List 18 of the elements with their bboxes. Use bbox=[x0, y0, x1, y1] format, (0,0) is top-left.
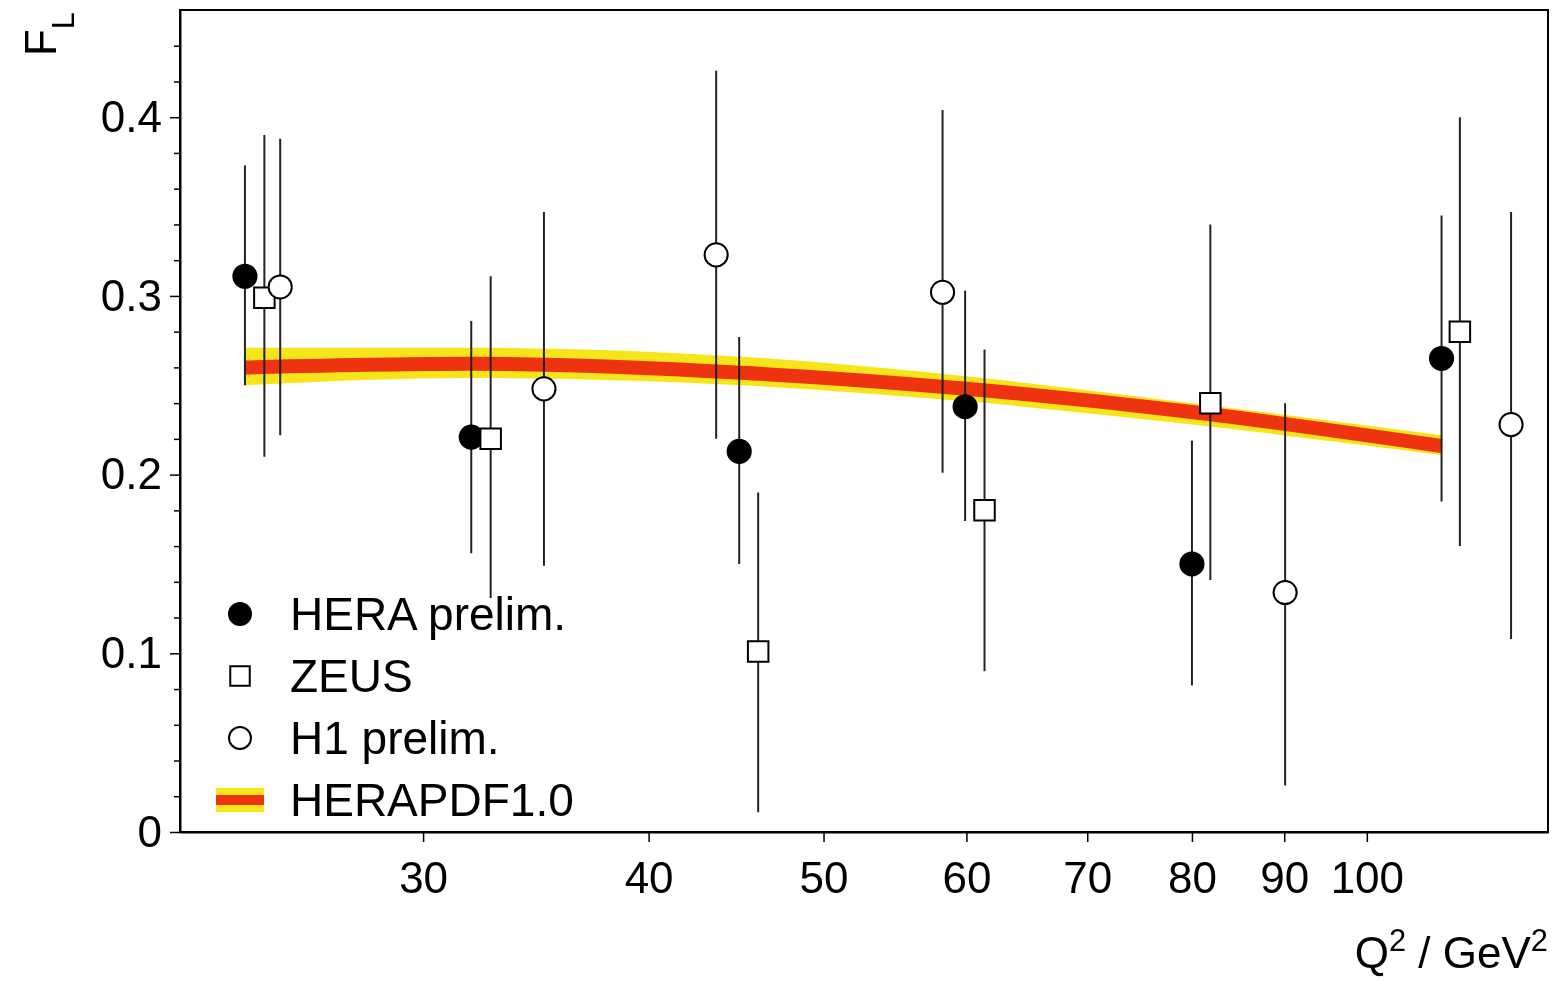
x-tick-label: 40 bbox=[624, 853, 674, 903]
x-tick-label: 50 bbox=[799, 853, 849, 903]
y-tick-label: 0.3 bbox=[100, 270, 162, 320]
x-tick-label: 30 bbox=[399, 853, 449, 903]
y-tick-label: 0.4 bbox=[100, 91, 162, 141]
x-tick-label: 70 bbox=[1063, 853, 1113, 903]
x-tick-label: 90 bbox=[1260, 853, 1310, 903]
x-axis-title: Q$^{2}$ / GeV$^{2}$ bbox=[1354, 922, 1548, 977]
legend-label: HERAPDF1.0 bbox=[290, 774, 574, 826]
legend-label: ZEUS bbox=[290, 650, 413, 702]
x-tick-label: 60 bbox=[942, 853, 992, 903]
x-tick-label: 100 bbox=[1330, 853, 1405, 903]
legend-label: HERA prelim. bbox=[290, 588, 567, 640]
y-tick-label: 0 bbox=[137, 806, 162, 856]
y-tick-label: 0.2 bbox=[100, 449, 162, 499]
y-tick-label: 0.1 bbox=[100, 627, 162, 677]
x-tick-label: 80 bbox=[1167, 853, 1217, 903]
legend-label: H1 prelim. bbox=[290, 712, 500, 764]
